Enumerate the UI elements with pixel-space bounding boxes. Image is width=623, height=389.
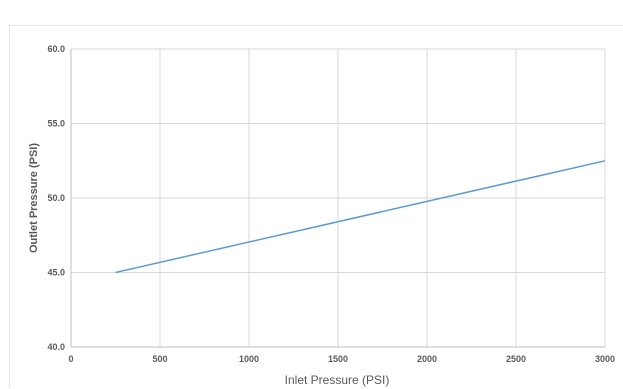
series-line-0: [115, 160, 606, 274]
y-tick-label: 40.0: [47, 342, 65, 352]
x-tick-label: 2000: [417, 354, 437, 364]
chart-frame: [9, 25, 622, 388]
y-tick-label: 55.0: [47, 119, 65, 129]
x-tick-label: 1000: [239, 354, 259, 364]
grid-layer: [71, 48, 606, 347]
x-tick-label: 1500: [328, 354, 348, 364]
y-tick-label: 45.0: [47, 268, 65, 278]
y-tick-label: 60.0: [47, 44, 65, 54]
x-tick-label: 500: [152, 354, 167, 364]
x-tick-label: 3000: [595, 354, 615, 364]
x-tick-label: 0: [68, 354, 73, 364]
axis-layer: [70, 49, 605, 348]
y-axis-title: Outlet Pressure (PSI): [28, 143, 40, 253]
x-tick-label: 2500: [506, 354, 526, 364]
tick-layer: 0 500 1000 1500 2000 2500 3000 40.0 45.0 50.0 55.0…: [47, 44, 615, 364]
series-layer: [115, 160, 606, 274]
y-tick-label: 50.0: [47, 193, 65, 203]
x-axis-title: Inlet Pressure (PSI): [285, 373, 390, 387]
